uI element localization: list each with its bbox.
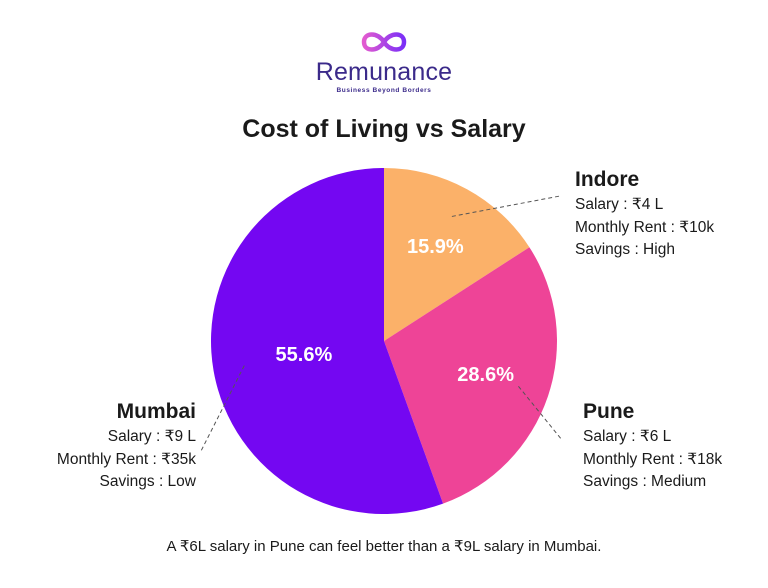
callout-rent: Monthly Rent : ₹10k [575,218,715,236]
brand-name: Remunance [315,58,453,86]
pie-value-label: 15.9% [407,236,464,258]
callout-salary: Salary : ₹9 L [107,428,196,445]
pie-value-label: 55.6% [276,344,333,366]
callout-city: Pune [583,400,635,423]
callout-savings: Savings : High [575,241,675,258]
brand-tagline: Business Beyond Borders [336,87,432,94]
callout-savings: Savings : Medium [583,473,707,490]
leader-line [518,385,563,441]
pie-value-label: 28.6% [457,364,514,386]
callout-savings: Savings : Low [99,473,197,490]
callout-indore: Indore Salary : ₹4 L Monthly Rent : ₹10k… [575,166,714,262]
callout-salary: Salary : ₹6 L [583,428,672,445]
callout-city: Indore [575,168,640,191]
pie-slice-mumbai [210,168,444,514]
callout-rent: Monthly Rent : ₹18k [583,450,723,468]
callout-salary: Salary : ₹4 L [575,196,664,213]
leader-line [199,365,245,454]
brand: Remunance Business Beyond Borders [0,28,768,96]
infinity-icon [361,32,407,52]
leader-line [451,195,561,217]
pie-slice-pune [384,247,557,504]
callout-city: Mumbai [116,400,196,423]
callout-rent: Monthly Rent : ₹35k [56,450,196,468]
chart-title: Cost of Living vs Salary [242,115,526,143]
footnote: A ₹6L salary in Pune can feel better tha… [166,538,602,555]
pie-slice-indore [384,168,530,341]
callout-mumbai: Mumbai Salary : ₹9 L Monthly Rent : ₹35k… [30,398,196,494]
callout-pune: Pune Salary : ₹6 L Monthly Rent : ₹18k S… [583,398,722,494]
